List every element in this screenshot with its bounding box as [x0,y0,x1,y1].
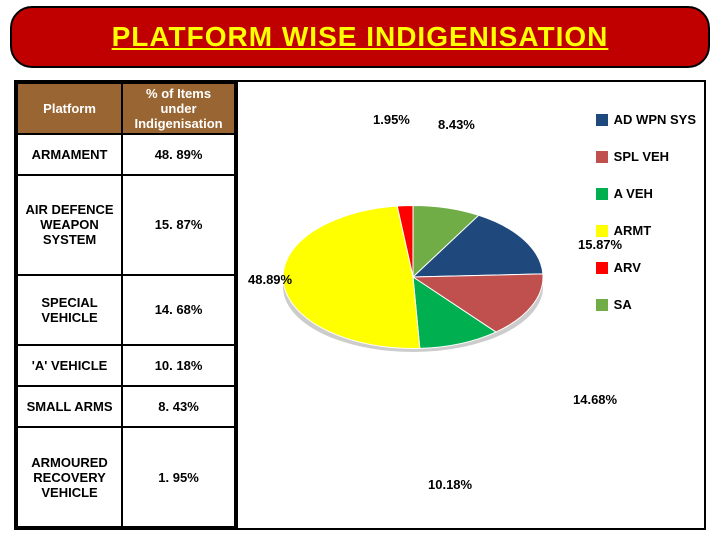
legend-label: ARMT [614,223,652,238]
legend-label: ARV [614,260,641,275]
content-panel: Platform % of Items under Indigenisation… [14,80,706,530]
legend-label: AD WPN SYS [614,112,696,127]
page-title: PLATFORM WISE INDIGENISATION [112,21,609,53]
pie-slice [283,206,420,348]
pct-cell: 15. 87% [122,175,235,275]
pie-chart-panel: AD WPN SYS SPL VEH A VEH ARMT ARV SA 1.95% 8.4… [236,82,704,528]
data-table: Platform % of Items under Indigenisation… [16,82,236,528]
legend-swatch [596,225,608,237]
pie-chart [273,137,553,417]
data-label: 48.89% [248,272,292,287]
legend-item: A VEH [596,186,696,201]
legend-label: SA [614,297,632,312]
legend: AD WPN SYS SPL VEH A VEH ARMT ARV SA [596,112,696,334]
platform-cell: AIR DEFENCE WEAPON SYSTEM [17,175,122,275]
legend-label: A VEH [614,186,653,201]
platform-cell: 'A' VEHICLE [17,345,122,386]
table-row: ARMAMENT48. 89% [17,134,235,175]
legend-swatch [596,188,608,200]
legend-item: ARMT [596,223,696,238]
table-row: 'A' VEHICLE10. 18% [17,345,235,386]
col-header-platform: Platform [17,83,122,134]
legend-item: SPL VEH [596,149,696,164]
col-header-pct: % of Items under Indigenisation [122,83,235,134]
table-row: ARMOURED RECOVERY VEHICLE1. 95% [17,427,235,527]
platform-cell: ARMAMENT [17,134,122,175]
pct-cell: 1. 95% [122,427,235,527]
legend-swatch [596,114,608,126]
legend-swatch [596,262,608,274]
legend-item: SA [596,297,696,312]
pct-cell: 10. 18% [122,345,235,386]
platform-cell: SPECIAL VEHICLE [17,275,122,345]
data-table-wrap: Platform % of Items under Indigenisation… [16,82,236,528]
platform-cell: SMALL ARMS [17,386,122,427]
legend-item: ARV [596,260,696,275]
table-row: SMALL ARMS8. 43% [17,386,235,427]
pct-cell: 48. 89% [122,134,235,175]
table-row: SPECIAL VEHICLE14. 68% [17,275,235,345]
data-label: 1.95% [373,112,410,127]
data-label: 8.43% [438,117,475,132]
pct-cell: 14. 68% [122,275,235,345]
pct-cell: 8. 43% [122,386,235,427]
data-label: 15.87% [578,237,622,252]
table-row: AIR DEFENCE WEAPON SYSTEM15. 87% [17,175,235,275]
legend-item: AD WPN SYS [596,112,696,127]
data-label: 10.18% [428,477,472,492]
legend-label: SPL VEH [614,149,669,164]
legend-swatch [596,151,608,163]
platform-cell: ARMOURED RECOVERY VEHICLE [17,427,122,527]
legend-swatch [596,299,608,311]
title-bar: PLATFORM WISE INDIGENISATION [10,6,710,68]
data-label: 14.68% [573,392,617,407]
